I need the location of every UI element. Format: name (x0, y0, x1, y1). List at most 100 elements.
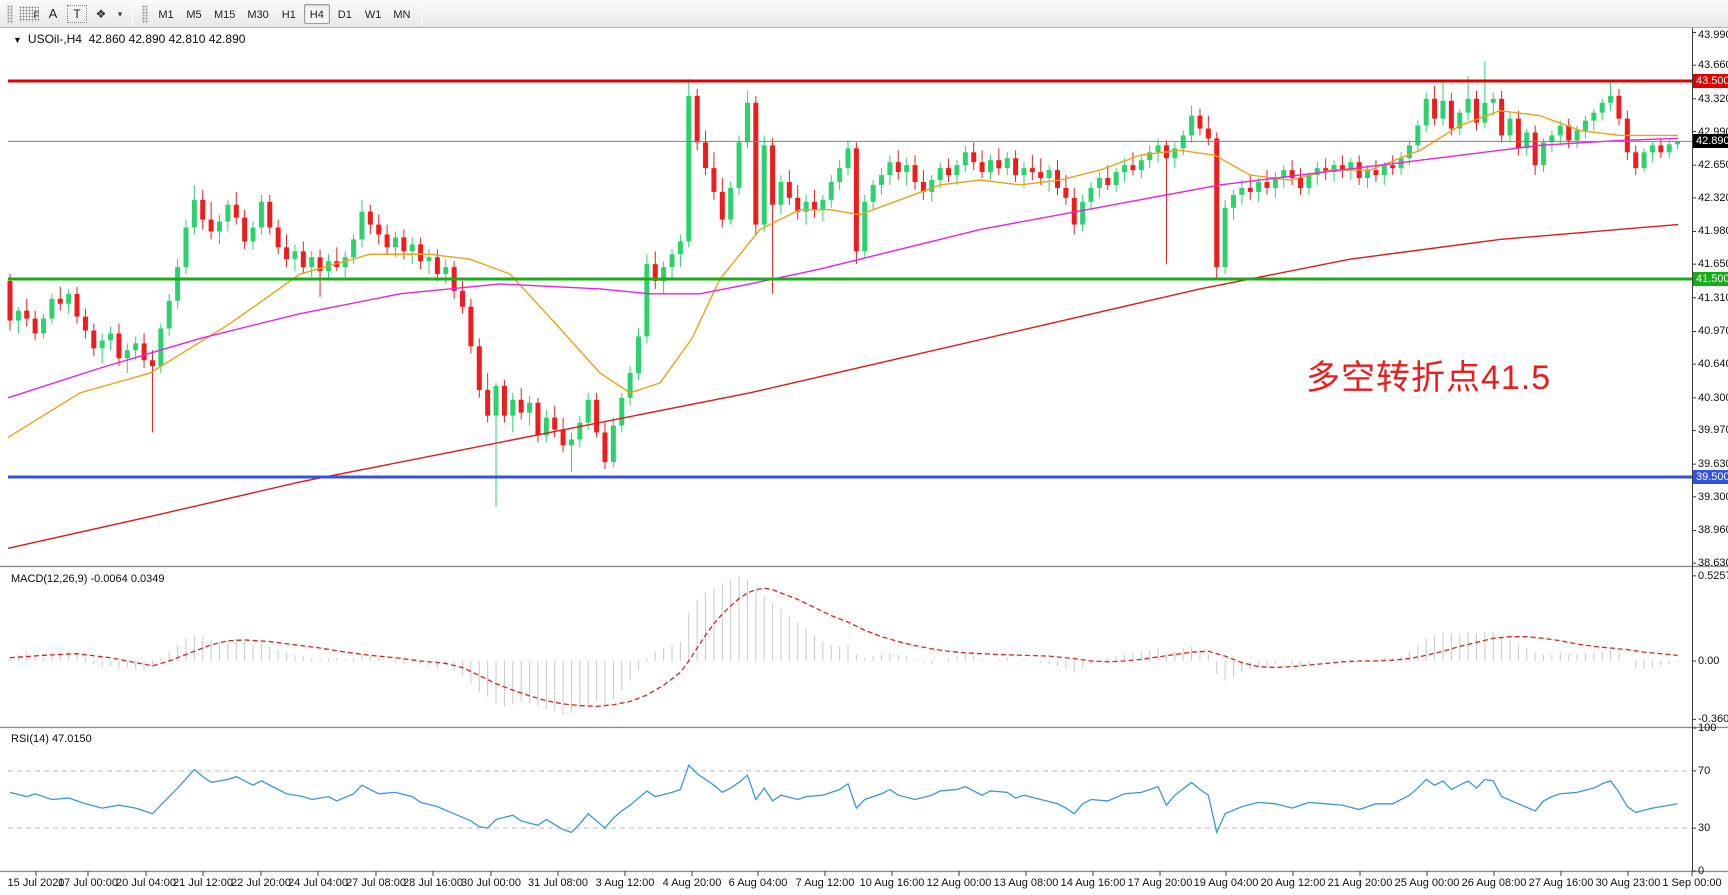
candle-body (677, 241, 683, 255)
toolbar-separator (132, 2, 133, 25)
price-axis-tick: 43.660 (1698, 59, 1728, 72)
candle-body (1557, 125, 1563, 136)
candle-body (275, 227, 281, 248)
timeframe-button-h4[interactable]: H4 (303, 3, 330, 24)
candle-body (568, 439, 574, 446)
toolbar-separator (421, 2, 423, 25)
candle-body (7, 280, 13, 321)
timeframe-button-d1[interactable]: D1 (337, 8, 352, 21)
candle-body (1004, 158, 1010, 169)
chart-ohlc: 42.860 42.890 42.810 42.890 (88, 32, 246, 46)
candle-body (485, 389, 491, 416)
candle-body (493, 385, 499, 416)
candle-body (971, 152, 977, 163)
time-axis-label: 12 Aug 00:00 (926, 877, 992, 889)
candle-body (1440, 100, 1446, 119)
candle-body (1566, 125, 1572, 141)
candle-body (1608, 95, 1614, 103)
candle-body (1649, 145, 1655, 153)
candle-body (149, 360, 155, 367)
chart-dropdown-icon[interactable]: ▼ (13, 35, 22, 45)
candle-body (1390, 165, 1396, 169)
price-axis-tick: 39.970 (1698, 424, 1728, 437)
candle-body (409, 244, 415, 252)
candle-body (786, 181, 792, 198)
candle-body (1080, 201, 1086, 225)
time-axis-label: 19 Aug 04:00 (1193, 877, 1259, 889)
candle-body (837, 168, 843, 182)
price-tag-43.500: 43.500 (1693, 74, 1728, 88)
timeframe-button-m15[interactable]: M15 (214, 8, 236, 21)
timeframe-button-mn[interactable]: MN (393, 8, 411, 21)
time-axis-label: 7 Aug 12:00 (795, 877, 855, 889)
timeframe-button-h1[interactable]: H1 (281, 8, 296, 21)
candle-body (744, 102, 750, 143)
timeframe-group: M1 M5 M15 M30 H1 H4 D1 W1 MN (152, 3, 416, 24)
text-tool-icon[interactable]: T (67, 4, 87, 23)
price-axis-tick: 40.970 (1698, 325, 1728, 338)
price-tag-41.500: 41.500 (1693, 272, 1728, 286)
time-axis-label: 20 Aug 12:00 (1260, 877, 1326, 889)
candle-body (468, 306, 474, 347)
rsi-scale-tick: 0 (1698, 865, 1705, 877)
candle-body (535, 402, 541, 436)
candle-body (1465, 98, 1471, 113)
candle-body (1063, 187, 1069, 198)
dropdown-arrow-icon[interactable]: ▾ (117, 8, 123, 19)
candle-body (183, 227, 189, 268)
candle-body (1541, 142, 1547, 166)
candle-body (1298, 178, 1304, 188)
candle-body (1021, 168, 1027, 176)
candle-body (1256, 181, 1262, 192)
candle-body (476, 346, 482, 390)
timeframe-button-m30[interactable]: M30 (247, 8, 269, 21)
slow-ma-line (7, 223, 1679, 549)
candle-body (1574, 130, 1580, 141)
fast-ma-line (7, 109, 1678, 439)
candle-body (1172, 148, 1178, 159)
candle-body (1247, 187, 1253, 192)
font-tool-icon[interactable]: A (48, 5, 58, 21)
candle-body (1591, 112, 1597, 121)
candle-body (518, 399, 524, 413)
candle-body (284, 247, 290, 260)
toolbar-grip[interactable] (142, 4, 148, 23)
toolbar-grip[interactable] (7, 4, 13, 23)
candle-body (979, 162, 985, 173)
candle-body (1457, 112, 1463, 129)
timeframe-button-w1[interactable]: W1 (364, 8, 382, 21)
candle-body (937, 168, 943, 181)
candle-body (610, 425, 616, 463)
grid-snap-icon[interactable]: F (19, 5, 39, 22)
time-axis-label: 13 Aug 08:00 (993, 877, 1059, 889)
candle-body (728, 187, 734, 220)
candle-body (795, 197, 801, 212)
candle-body (853, 148, 859, 252)
time-axis-label: 27 Aug 16:00 (1528, 877, 1594, 889)
chart-title[interactable]: ▼ USOil-,H4 42.860 42.890 42.810 42.890 (13, 32, 245, 46)
candle-body (560, 429, 566, 446)
time-axis-label: 30 Aug 23:00 (1595, 877, 1661, 889)
candle-body (1499, 98, 1505, 136)
candle-body (1138, 160, 1144, 171)
chart-canvas[interactable] (0, 28, 1728, 895)
timeframe-button-m5[interactable]: M5 (186, 8, 202, 21)
candle-body (158, 328, 164, 367)
timeframe-button-m1[interactable]: M1 (158, 8, 174, 21)
candle-body (32, 318, 38, 334)
candle-body (577, 422, 583, 440)
price-axis-tick: 40.300 (1698, 391, 1728, 404)
candle-body (91, 330, 97, 349)
candle-body (811, 201, 817, 210)
candle-body (292, 251, 298, 260)
candle-body (552, 417, 558, 430)
candle-body (996, 160, 1002, 169)
candle-body (1230, 194, 1236, 208)
time-axis-label: 6 Aug 04:00 (728, 877, 788, 889)
macd-scale-tick: 0.00 (1698, 655, 1720, 667)
time-axis-label: 17 Aug 20:00 (1127, 877, 1193, 889)
candle-body (1373, 170, 1379, 176)
candle-body (1365, 170, 1371, 179)
candle-body (49, 298, 55, 319)
cursor-tool-icon[interactable]: ❖ (95, 6, 107, 21)
